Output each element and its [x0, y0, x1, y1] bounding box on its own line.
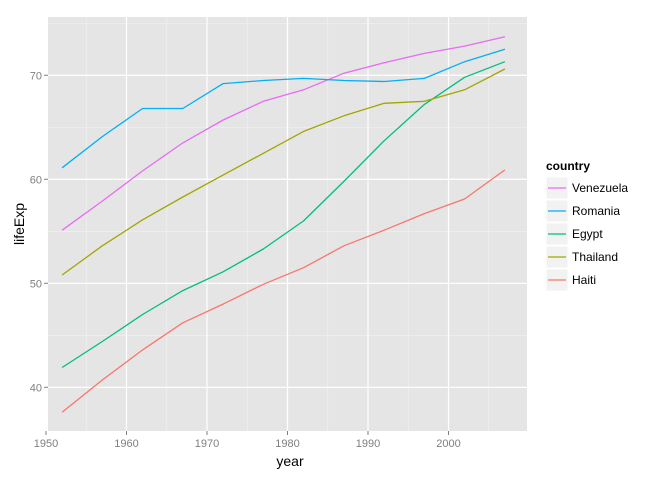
- y-tick-label: 70: [30, 70, 42, 82]
- legend-label: Haiti: [572, 273, 596, 287]
- y-tick-label: 40: [30, 382, 42, 394]
- x-tick-label: 1960: [114, 438, 138, 450]
- major-gridlines: [45, 17, 527, 431]
- series-lines: [61, 36, 506, 413]
- series-line-haiti: [61, 169, 506, 413]
- y-tick-label: 60: [30, 174, 42, 186]
- legend-item-thailand: Thailand: [545, 245, 618, 269]
- legend-title: country: [546, 159, 590, 173]
- series-line-romania: [61, 48, 506, 169]
- x-tick-label: 2000: [436, 438, 460, 450]
- x-tick-label: 1950: [34, 438, 58, 450]
- legend-label: Romania: [572, 204, 620, 218]
- y-tick-label: 50: [30, 278, 42, 290]
- legend-item-romania: Romania: [545, 199, 620, 223]
- legend-item-egypt: Egypt: [545, 222, 603, 246]
- legend-label: Thailand: [572, 250, 618, 264]
- y-axis-title: lifeExp: [11, 203, 27, 245]
- x-tick-label: 1980: [275, 438, 299, 450]
- x-axis-title: year: [276, 453, 304, 469]
- legend-label: Egypt: [572, 227, 603, 241]
- x-tick-label: 1990: [356, 438, 380, 450]
- series-line-thailand: [61, 68, 506, 276]
- x-axis: 1950 1960 1970 1980 1990 2000: [34, 431, 461, 450]
- legend: country Venezuela Romania Egypt Thailand Hai…: [545, 159, 628, 292]
- series-line-venezuela: [61, 36, 506, 231]
- legend-label: Venezuela: [572, 181, 628, 195]
- legend-item-venezuela: Venezuela: [545, 176, 628, 200]
- x-tick-label: 1970: [195, 438, 219, 450]
- y-axis: 40 50 60 70: [30, 70, 48, 394]
- legend-item-haiti: Haiti: [545, 268, 596, 292]
